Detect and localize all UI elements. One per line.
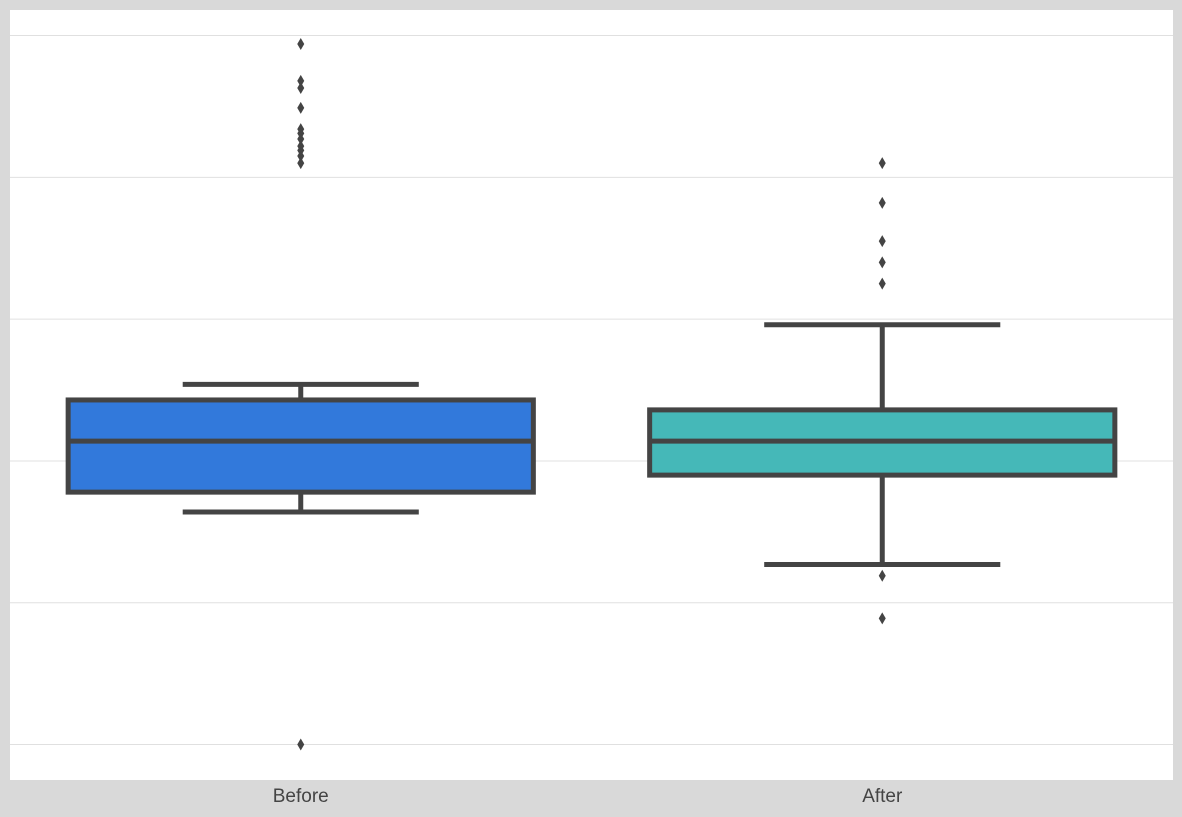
- outlier: [878, 569, 886, 582]
- outlier: [297, 101, 305, 114]
- box: [65, 397, 536, 495]
- x-tick-label: Before: [273, 786, 329, 807]
- outlier: [297, 38, 305, 51]
- outlier: [878, 256, 886, 269]
- plot-area: [10, 10, 1173, 780]
- outlier: [297, 150, 305, 163]
- outlier: [878, 157, 886, 170]
- outlier: [297, 738, 305, 751]
- outlier: [297, 81, 305, 94]
- outlier: [878, 196, 886, 209]
- outlier: [878, 277, 886, 290]
- outlier: [297, 133, 305, 146]
- outlier: [878, 612, 886, 625]
- outlier: [297, 74, 305, 87]
- x-tick-label: After: [862, 786, 903, 807]
- outlier: [297, 157, 305, 170]
- outlier: [878, 235, 886, 248]
